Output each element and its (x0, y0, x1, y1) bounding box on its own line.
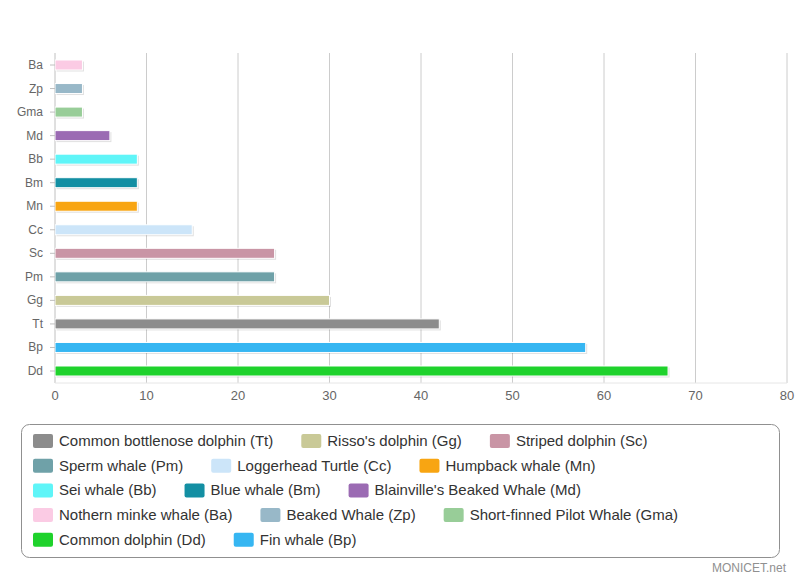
legend: Common bottlenose dolphin (Tt) Risso's do… (22, 425, 780, 558)
y-tick (50, 347, 55, 348)
category-label: Bp (28, 340, 43, 354)
x-tick-label: 80 (780, 388, 794, 403)
category-label: Cc (28, 223, 43, 237)
y-tick (50, 253, 55, 254)
legend-label: Blainville's Beaked Whale (Md) (375, 481, 581, 498)
y-tick (50, 206, 55, 207)
grid-line (329, 53, 330, 383)
x-tick-label: 10 (139, 388, 153, 403)
bar (55, 60, 82, 70)
legend-label: Common bottlenose dolphin (Tt) (59, 432, 273, 449)
chart: 0 10 20 30 40 50 60 70 80 Ba Zp Gma Md Bb Bm Mn Cc Sc Pm Gg… (0, 0, 800, 579)
legend-label: Fin whale (Bp) (260, 531, 357, 548)
legend-swatch (349, 483, 369, 497)
bar (55, 319, 439, 329)
category-label: Gg (27, 293, 43, 307)
y-tick (50, 371, 55, 372)
y-tick (50, 229, 55, 230)
category-label: Ba (28, 58, 43, 72)
legend-label: Nothern minke whale (Ba) (59, 506, 232, 523)
bar (55, 272, 275, 282)
legend-swatch (490, 434, 510, 448)
y-tick (50, 300, 55, 301)
legend-box (22, 425, 780, 558)
y-tick (50, 323, 55, 324)
legend-label: Sei whale (Bb) (59, 481, 157, 498)
y-tick (50, 276, 55, 277)
x-axis-line (55, 383, 787, 384)
bar (55, 178, 137, 188)
bar (55, 131, 110, 141)
legend-label: Humpback whale (Mn) (445, 457, 595, 474)
category-label: Sc (29, 246, 43, 260)
legend-swatch (260, 508, 280, 522)
legend-swatch (185, 483, 205, 497)
x-tick-label: 60 (597, 388, 611, 403)
category-label: Zp (29, 82, 43, 96)
grid-line (604, 53, 605, 383)
bar (55, 342, 586, 352)
category-label: Pm (25, 270, 43, 284)
legend-label: Sperm whale (Pm) (59, 457, 183, 474)
bar (55, 366, 668, 376)
y-tick (50, 65, 55, 66)
bar (55, 201, 137, 211)
bar (55, 107, 82, 117)
bar (55, 154, 137, 164)
legend-label: Short-finned Pilot Whale (Gma) (470, 506, 678, 523)
category-label: Md (26, 129, 43, 143)
y-tick (50, 159, 55, 160)
x-tick-label: 40 (414, 388, 428, 403)
x-tick-label: 50 (505, 388, 519, 403)
category-label: Bm (25, 176, 43, 190)
category-label: Dd (28, 364, 43, 378)
y-tick (50, 135, 55, 136)
y-axis-line (55, 53, 56, 383)
bar (55, 295, 330, 305)
legend-swatch (444, 508, 464, 522)
grid-line (146, 53, 147, 383)
legend-swatch (33, 434, 53, 448)
x-tick-label: 70 (688, 388, 702, 403)
grid-line (787, 53, 788, 383)
legend-label: Blue whale (Bm) (211, 481, 321, 498)
y-tick (50, 112, 55, 113)
grid (147, 53, 788, 383)
bars (55, 60, 670, 378)
legend-label: Risso's dolphin (Gg) (327, 432, 462, 449)
legend-label: Loggerhead Turtle (Cc) (237, 457, 391, 474)
category-label: Mn (26, 199, 43, 213)
grid-line (695, 53, 696, 383)
legend-swatch (33, 459, 53, 473)
y-tick (50, 182, 55, 183)
x-tick-label: 0 (51, 388, 58, 403)
legend-label: Common dolphin (Dd) (59, 531, 206, 548)
x-tick-label: 20 (231, 388, 245, 403)
bar (55, 84, 82, 94)
bar (55, 248, 275, 258)
legend-swatch (33, 508, 53, 522)
legend-swatch (301, 434, 321, 448)
y-tick (50, 88, 55, 89)
legend-swatch (234, 533, 254, 547)
bar (55, 225, 192, 235)
legend-swatch (33, 533, 53, 547)
category-label: Bb (28, 152, 43, 166)
x-tick-label: 30 (322, 388, 336, 403)
grid-line (421, 53, 422, 383)
legend-label: Beaked Whale (Zp) (286, 506, 415, 523)
legend-swatch (211, 459, 231, 473)
legend-swatch (419, 459, 439, 473)
legend-swatch (33, 483, 53, 497)
legend-label: Striped dolphin (Sc) (516, 432, 648, 449)
grid-line (512, 53, 513, 383)
source-credit: MONICET.net (712, 561, 787, 575)
grid-line (238, 53, 239, 383)
category-label: Tt (32, 317, 43, 331)
category-label: Gma (17, 105, 43, 119)
